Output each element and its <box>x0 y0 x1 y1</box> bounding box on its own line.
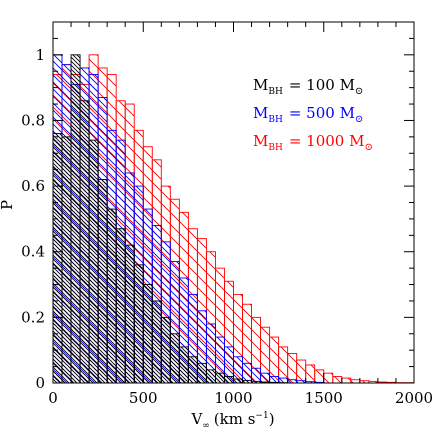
y-tick-label-5: 1 <box>35 46 45 64</box>
ticks-layer <box>52 22 415 384</box>
x-tick-label-3: 1500 <box>305 389 343 407</box>
y-tick-label-4: 0.8 <box>21 111 45 129</box>
series-layer <box>53 54 414 383</box>
x-axis-title: V∞ (km s−1) <box>190 410 274 431</box>
tick-labels: 0 500 1000 1500 2000 0 0.2 0.4 0.6 0.8 1 <box>21 46 433 407</box>
x-axis-title-units: (km s <box>214 410 256 428</box>
x-tick-label-1: 500 <box>129 389 158 407</box>
x-axis-title-close: ) <box>269 410 275 428</box>
y-tick-label-1: 0.2 <box>21 308 45 326</box>
bar-1000-30 <box>323 372 334 383</box>
y-tick-label-0: 0 <box>35 374 45 392</box>
series-100-hatch <box>53 54 414 383</box>
series-500-hatch <box>53 54 414 383</box>
bar-1000-19 <box>224 280 234 383</box>
series-1000 <box>53 54 414 383</box>
series-500 <box>53 54 414 383</box>
x-tick-label-4: 2000 <box>395 389 433 407</box>
y-tick-label-3: 0.6 <box>21 177 45 195</box>
bar-1000-12 <box>160 185 171 383</box>
legend-entry-500: MBH = 500 M⊙ <box>253 104 363 125</box>
x-tick-label-0: 0 <box>48 389 58 407</box>
y-tick-label-2: 0.4 <box>21 243 45 261</box>
legend: MBH = 100 M⊙ MBH = 500 M⊙ MBH = 1000 M⊙ <box>253 76 373 153</box>
bar-1000-32 <box>341 377 352 383</box>
legend-entry-1000: MBH = 1000 M⊙ <box>253 132 373 153</box>
series-100 <box>53 54 414 383</box>
y-axis-title: P <box>0 200 16 210</box>
x-tick-label-2: 1000 <box>214 389 252 407</box>
x-axis-title-subscript: ∞ <box>202 421 210 431</box>
series-1000-hatch <box>53 54 414 383</box>
x-axis-title-exponent: −1 <box>255 411 268 421</box>
legend-entry-100: MBH = 100 M⊙ <box>253 76 363 97</box>
x-axis-title-symbol: V <box>190 410 203 428</box>
